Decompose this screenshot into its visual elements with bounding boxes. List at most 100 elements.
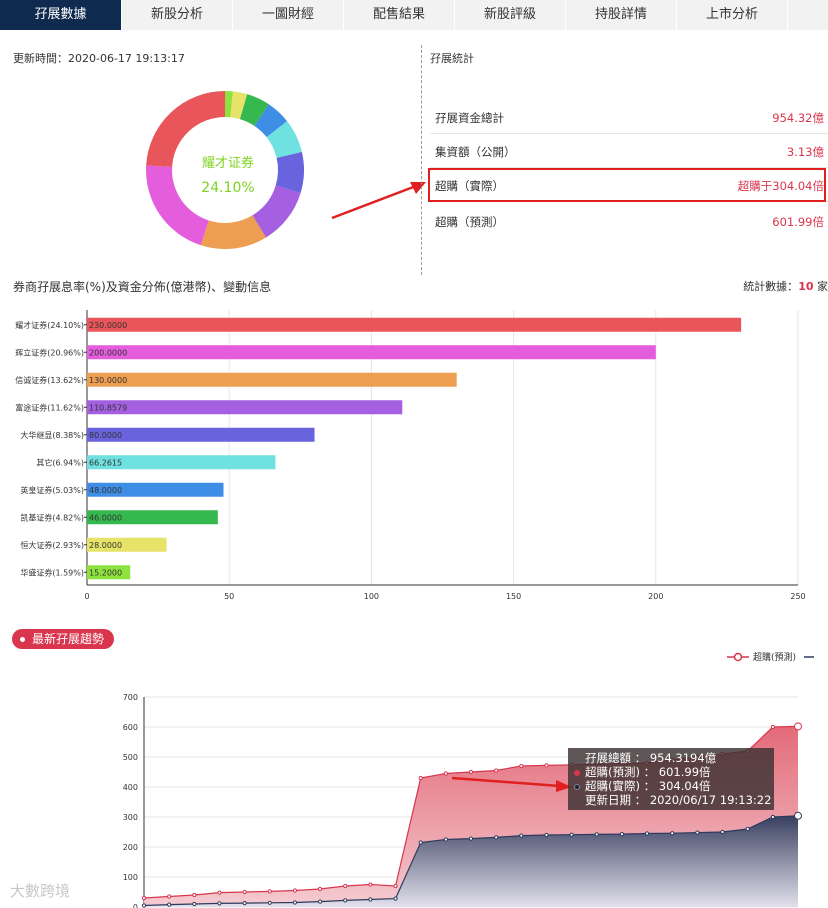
series-point[interactable] [794,722,802,731]
legend-label: 超購(預測) [752,653,796,663]
donut-slice [146,91,225,168]
series-point[interactable] [720,829,725,835]
bar [87,345,656,360]
series-point[interactable] [192,892,197,898]
series-point[interactable] [544,832,549,838]
series-point[interactable] [468,836,474,841]
series-point[interactable] [167,894,172,899]
series-point[interactable] [443,771,448,776]
donut-slice [200,215,267,249]
bar [87,372,457,387]
bar-value-label: 200.0000 [89,348,127,357]
series-point[interactable] [141,903,147,908]
series-point[interactable] [217,901,222,906]
broker-donut-chart [146,91,304,249]
series-point[interactable] [670,831,675,836]
series-point[interactable] [317,886,323,892]
series-point[interactable] [745,826,750,832]
series-point[interactable] [494,768,499,773]
category-label: 其它(6.94%) [36,457,84,467]
series-point[interactable] [368,882,373,887]
series-point[interactable] [519,763,524,769]
bar [87,427,315,442]
series-point[interactable] [343,898,348,903]
tab-ipo-rating[interactable]: 新股評級 [455,0,566,30]
watermark: 大數跨境 [10,882,71,900]
series-point[interactable] [519,833,524,838]
stat-value: 954.32億 [772,111,824,125]
donut-center-pct: 24.10% [201,180,255,196]
series-point[interactable] [292,888,298,893]
series-point[interactable] [192,901,197,907]
series-point[interactable] [418,775,423,781]
series-point[interactable] [242,901,247,906]
x-tick-label: 150 [506,592,521,601]
bar-value-label: 130.0000 [89,376,127,385]
series-point[interactable] [292,900,298,905]
trend-legend[interactable]: 超購(預測) [726,650,814,663]
series-point[interactable] [393,883,398,889]
category-label: 华盛证券(1.59%) [20,567,84,577]
bar [87,400,403,415]
y-tick-label: 700 [123,693,138,702]
series-point[interactable] [594,832,599,837]
series-point[interactable] [368,897,373,902]
series-point[interactable] [242,889,247,895]
series-point[interactable] [468,769,474,775]
series-point[interactable] [217,890,222,895]
series-point[interactable] [418,840,423,845]
y-tick-label: 300 [123,813,138,822]
series-point[interactable] [619,832,625,837]
series-point[interactable] [569,832,574,837]
series-point[interactable] [141,895,147,901]
stat-row-total: 孖展資金總計 954.32億 [430,100,828,134]
category-label: 辉立证券(20.96%) [15,347,84,357]
tab-bar: 孖展數據 新股分析 一圖財經 配售結果 新股評級 持股詳情 上市分析 [0,0,828,30]
series-point[interactable] [770,814,775,820]
bar-value-label: 46.0000 [89,513,122,522]
series-point[interactable] [393,896,398,901]
broker-count: 統計數據：10 家 [743,280,828,293]
tab-infographic[interactable]: 一圖財經 [233,0,344,30]
y-tick-label: 0 [133,903,138,908]
y-tick-label: 500 [123,753,138,762]
y-tick-label: 100 [123,873,138,882]
series-point[interactable] [267,889,272,894]
bar [87,317,742,332]
bar-value-label: 66.2615 [89,458,122,467]
donut-slice [146,165,209,246]
donut-slice [266,121,302,158]
series-point[interactable] [644,831,650,836]
x-tick-label: 0 [84,592,89,601]
series-point[interactable] [494,835,499,840]
tab-listing-analysis[interactable]: 上市分析 [677,0,788,30]
tab-margin-data[interactable]: 孖展數據 [0,0,122,30]
series-point[interactable] [695,830,700,835]
bar-value-label: 230.0000 [89,321,127,330]
series-point[interactable] [267,900,272,905]
bar [87,510,218,525]
donut-slice [225,91,233,118]
y-tick-label: 200 [123,843,138,852]
bar-value-label: 15.2000 [89,568,122,577]
tab-ipo-analysis[interactable]: 新股分析 [122,0,233,30]
series-point[interactable] [317,899,323,904]
annotation-arrow [451,776,572,792]
series-point[interactable] [770,724,775,730]
bar [87,565,131,580]
series-point[interactable] [167,902,172,907]
series-point[interactable] [544,763,549,768]
series-point[interactable] [794,811,802,820]
series-point[interactable] [343,883,348,889]
tab-holding-details[interactable]: 持股詳情 [566,0,677,30]
stat-label: 集資額（公開） [435,145,516,159]
bar-value-label: 110.8579 [89,403,127,412]
category-label: 富途证券(11.62%) [15,402,84,412]
donut-slice [275,151,304,193]
y-tick-label: 400 [123,783,138,792]
series-point[interactable] [443,837,448,842]
trend-tooltip: 孖展總額 ： 954.3194億 超購(預測) ： 601.99倍 超購(實際)… [568,748,774,810]
category-label: 凯基证券(4.82%) [20,512,84,522]
tab-allotment-results[interactable]: 配售結果 [344,0,455,30]
tooltip-pred: 超購(預測) ： 601.99倍 [574,765,768,779]
